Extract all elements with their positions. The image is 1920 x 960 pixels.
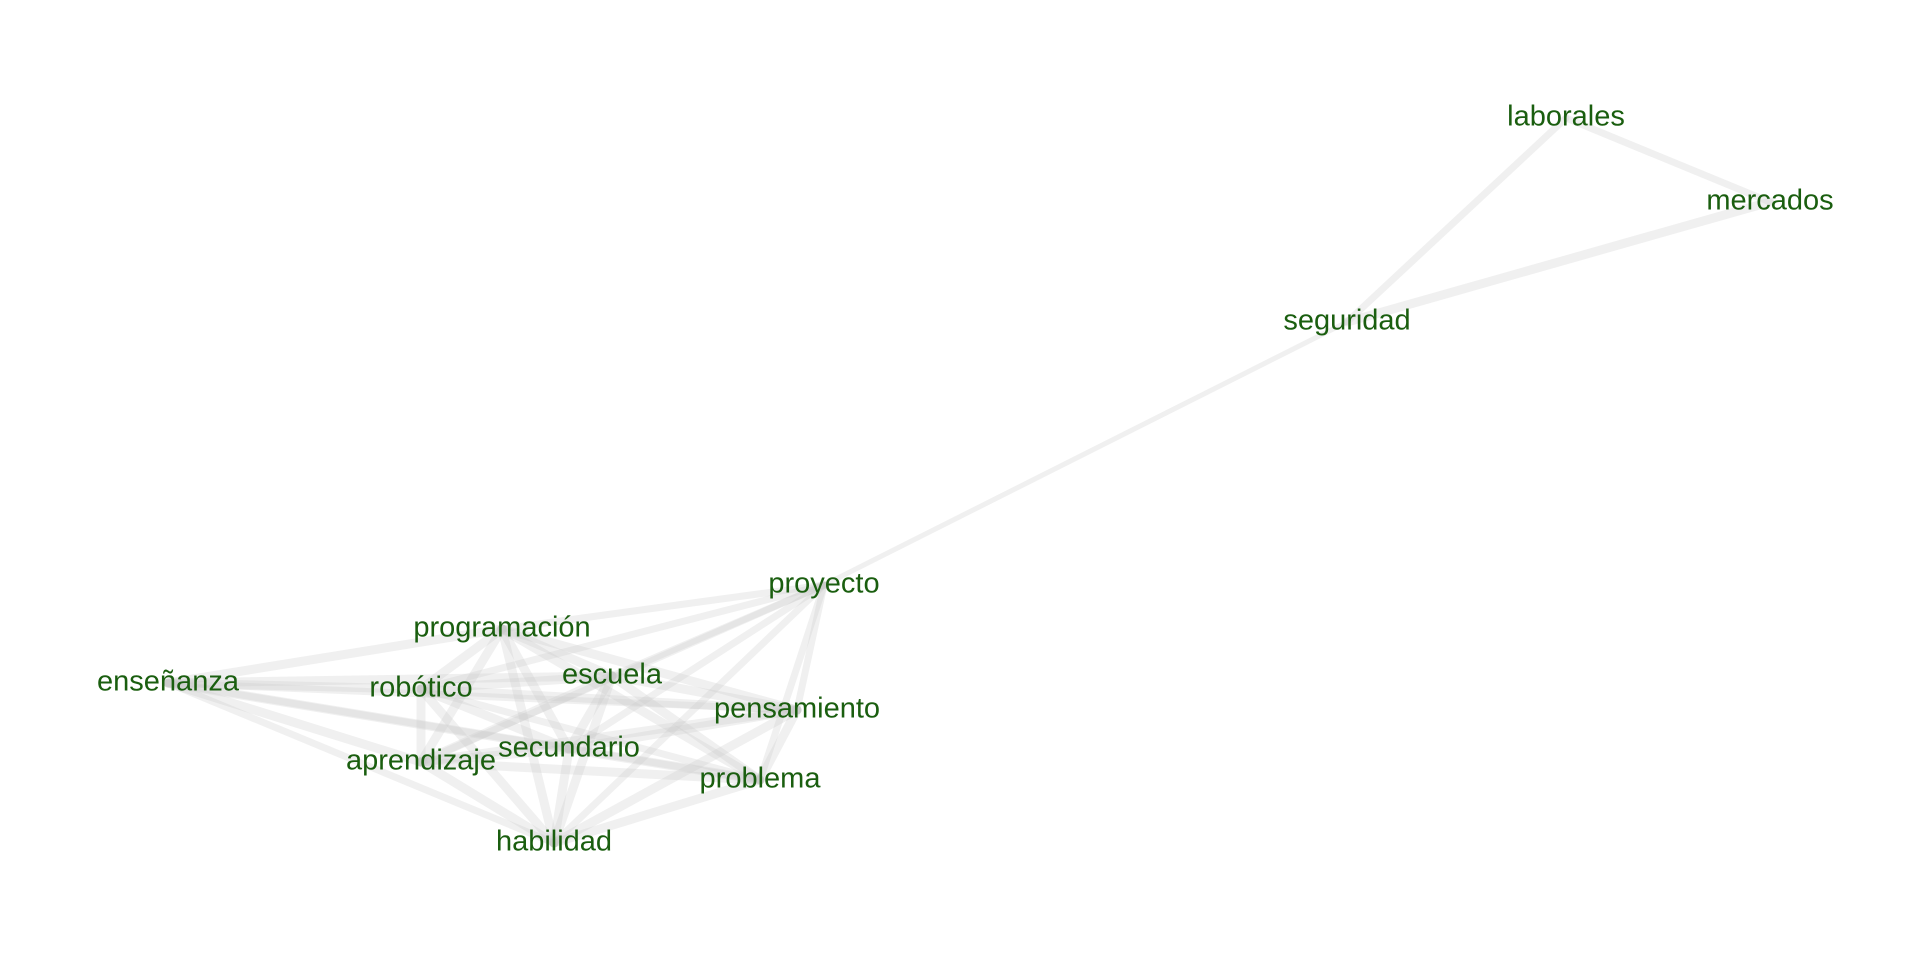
- edge-proyecto-pensamiento: [793, 581, 828, 714]
- edge-robotico-problema: [417, 685, 764, 784]
- edge-layer: [163, 114, 1775, 848]
- edge-escuela-problema: [607, 671, 765, 785]
- edge-programacion-aprendizaje: [416, 624, 507, 767]
- edge-proyecto-robotico: [417, 581, 828, 693]
- edge-mercados-seguridad: [1342, 197, 1775, 327]
- edge-seguridad-proyecto: [821, 319, 1350, 588]
- edge-proyecto-habilidad: [550, 581, 828, 847]
- edge-ensenanza-habilidad: [164, 679, 558, 847]
- edge-aprendizaje-problema: [416, 757, 765, 785]
- edge-robotico-pensamiento: [416, 684, 802, 715]
- edge-ensenanza-problema: [164, 679, 764, 784]
- edge-programacion-problema: [497, 624, 765, 785]
- edge-secundario-habilidad: [549, 744, 574, 848]
- edge-laborales-seguridad: [1343, 114, 1570, 326]
- edge-ensenanza-programacion: [163, 624, 507, 688]
- node-label-aprendizaje: aprendizaje: [346, 745, 496, 777]
- edge-programacion-pensamiento: [497, 624, 802, 715]
- edge-escuela-aprendizaje: [416, 671, 617, 767]
- node-label-seguridad: seguridad: [1283, 305, 1410, 337]
- edge-robotico-habilidad: [416, 684, 559, 848]
- label-layer: laborales mercados seguridad proyecto progra…: [97, 101, 1834, 858]
- node-label-problema: problema: [700, 763, 822, 795]
- node-label-proyecto: proyecto: [768, 568, 879, 600]
- node-label-mercados: mercados: [1706, 185, 1833, 217]
- edge-escuela-secundario: [564, 671, 617, 754]
- edge-proyecto-programacion: [498, 581, 828, 633]
- edge-proyecto-escuela: [608, 581, 828, 680]
- edge-aprendizaje-habilidad: [416, 757, 559, 848]
- edge-pensamiento-secundario: [564, 705, 802, 754]
- edge-robotico-escuela: [416, 671, 617, 694]
- edge-proyecto-problema: [756, 581, 828, 784]
- edge-secundario-problema: [564, 744, 765, 785]
- edge-ensenanza-aprendizaje: [163, 678, 426, 767]
- edge-problema-habilidad: [549, 775, 765, 848]
- edge-programacion-robotico: [416, 624, 507, 694]
- node-label-pensamiento: pensamiento: [714, 693, 880, 725]
- edge-ensenanza-escuela: [163, 671, 617, 688]
- node-label-habilidad: habilidad: [496, 826, 612, 858]
- edge-secundario-aprendizaje: [416, 744, 574, 767]
- edge-escuela-pensamiento: [607, 671, 802, 715]
- edge-ensenanza-secundario: [163, 678, 574, 754]
- edge-escuela-habilidad: [549, 671, 617, 848]
- edge-programacion-secundario: [497, 624, 574, 754]
- edge-laborales-mercados: [1562, 114, 1774, 206]
- node-label-secundario: secundario: [498, 732, 640, 764]
- edge-ensenanza-pensamiento: [164, 679, 801, 714]
- edge-proyecto-secundario: [565, 581, 828, 753]
- node-label-programacion: programación: [413, 612, 590, 644]
- edge-ensenanza-robotico: [163, 678, 426, 694]
- edge-programacion-escuela: [497, 624, 617, 681]
- node-label-ensenanza: enseñanza: [97, 666, 240, 698]
- edge-pensamiento-habilidad: [549, 705, 802, 848]
- node-label-escuela: escuela: [562, 659, 663, 691]
- edge-pensamiento-problema: [755, 705, 802, 785]
- edge-programacion-habilidad: [497, 624, 559, 848]
- node-label-laborales: laborales: [1507, 101, 1625, 133]
- edge-pensamiento-aprendizaje: [416, 705, 802, 767]
- edge-proyecto-aprendizaje: [417, 581, 828, 766]
- node-label-robotico: robótico: [369, 672, 472, 704]
- edge-robotico-secundario: [416, 684, 574, 754]
